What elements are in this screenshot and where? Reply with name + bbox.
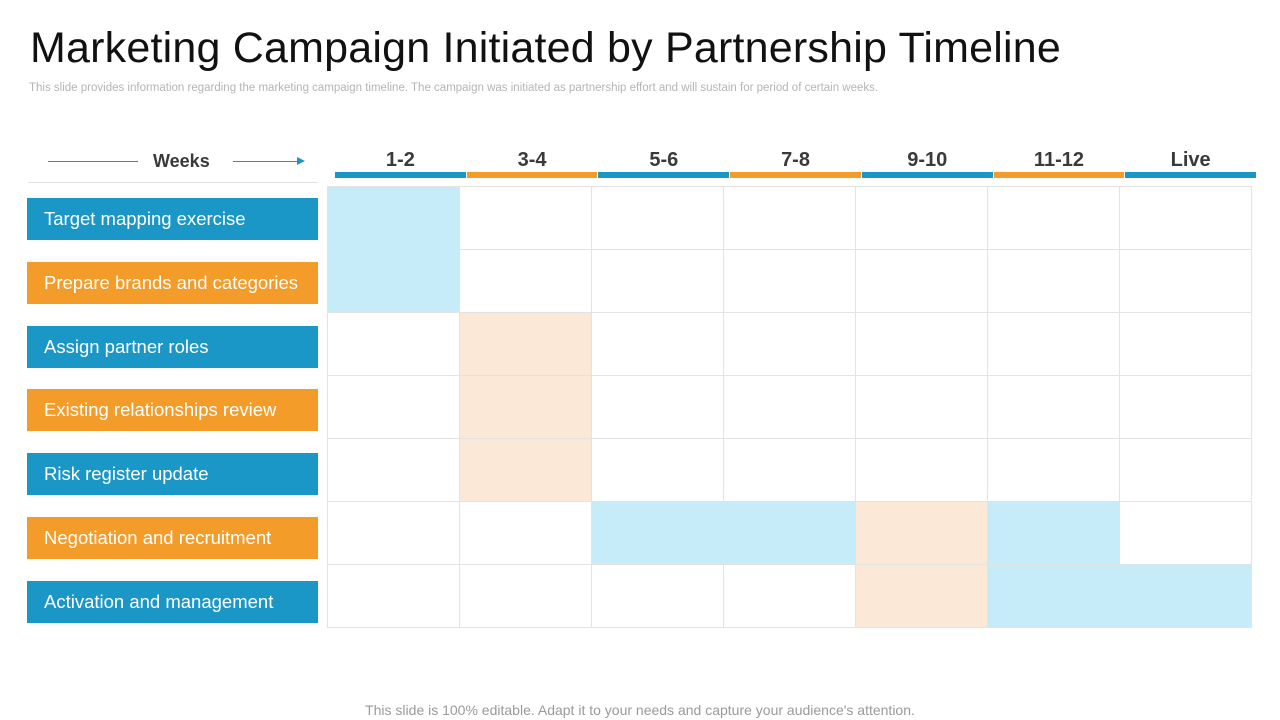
column-header: 9-10 xyxy=(861,148,993,178)
column-header-bar xyxy=(335,172,466,178)
timeline-cell xyxy=(855,438,988,502)
timeline-cell xyxy=(987,186,1120,250)
timeline-cell xyxy=(459,501,592,565)
timeline-cell-active xyxy=(327,249,460,313)
task-label: Assign partner roles xyxy=(27,326,318,368)
timeline-cell xyxy=(591,438,724,502)
timeline-cell-active xyxy=(327,186,460,250)
timeline-cell xyxy=(855,312,988,376)
timeline-cell xyxy=(987,375,1120,439)
timeline-cell-active xyxy=(855,564,988,628)
timeline-cell xyxy=(987,438,1120,502)
timeline-cell xyxy=(987,312,1120,376)
timeline-cell xyxy=(1119,249,1252,313)
timeline-cell xyxy=(591,564,724,628)
column-header: 1-2 xyxy=(335,148,466,178)
task-label: Negotiation and recruitment xyxy=(27,517,318,559)
column-header: 11-12 xyxy=(993,148,1125,178)
column-header-bar xyxy=(598,172,730,178)
column-header: 5-6 xyxy=(598,148,730,178)
column-header-label: 1-2 xyxy=(385,149,415,171)
timeline-cell xyxy=(723,438,856,502)
timeline-column-headers: 1-2 3-4 5-6 7-8 9-10 11-12 Live xyxy=(335,148,1257,178)
column-header-label: 3-4 xyxy=(517,149,547,171)
page-subtitle: This slide provides information regardin… xyxy=(29,82,879,94)
timeline-cell xyxy=(723,249,856,313)
column-header-label: 11-12 xyxy=(1033,149,1084,171)
timeline-row xyxy=(327,438,1252,502)
task-label: Existing relationships review xyxy=(27,389,318,431)
column-header-label: 7-8 xyxy=(781,149,810,171)
timeline-cell-active xyxy=(723,501,856,565)
timeline-cell-active xyxy=(855,501,988,565)
timeline-cell xyxy=(987,249,1120,313)
timeline-cell-active xyxy=(459,375,592,439)
timeline-cell xyxy=(1119,312,1252,376)
arrow-right-icon xyxy=(297,157,305,165)
timeline-cell-active xyxy=(591,501,724,565)
column-header: Live xyxy=(1125,148,1257,178)
timeline-cell xyxy=(723,312,856,376)
timeline-cell xyxy=(855,249,988,313)
weeks-label: Weeks xyxy=(153,151,210,171)
timeline-row xyxy=(327,375,1252,439)
column-header-bar xyxy=(993,172,1125,178)
timeline-cell xyxy=(591,375,724,439)
column-header-bar xyxy=(466,172,598,178)
task-label: Risk register update xyxy=(27,453,318,495)
timeline-cell-active xyxy=(987,501,1120,565)
timeline-row xyxy=(327,501,1252,565)
page-title: Marketing Campaign Initiated by Partners… xyxy=(30,24,1061,72)
task-label: Target mapping exercise xyxy=(27,198,318,240)
column-header-bar xyxy=(1125,172,1257,178)
column-header-bar xyxy=(730,172,861,178)
timeline-cell xyxy=(723,186,856,250)
timeline-row xyxy=(327,312,1252,376)
column-header-label: 5-6 xyxy=(649,149,679,171)
timeline-cell-active xyxy=(459,438,592,502)
timeline-cell xyxy=(327,312,460,376)
column-header-bar xyxy=(861,172,993,178)
timeline-cell xyxy=(855,375,988,439)
column-header: 7-8 xyxy=(730,148,861,178)
timeline-cell xyxy=(459,249,592,313)
weeks-line-right xyxy=(233,161,299,162)
weeks-header: Weeks xyxy=(28,142,318,183)
task-label: Prepare brands and categories xyxy=(27,262,318,304)
timeline-cell xyxy=(855,186,988,250)
timeline-cell xyxy=(459,186,592,250)
column-header-label: Live xyxy=(1170,149,1211,171)
column-header-label: 9-10 xyxy=(907,149,948,171)
timeline-cell xyxy=(1119,186,1252,250)
timeline-cell xyxy=(723,564,856,628)
column-header: 3-4 xyxy=(466,148,598,178)
timeline-cell xyxy=(591,249,724,313)
timeline-cell-active xyxy=(1119,564,1252,628)
timeline-cell-active xyxy=(987,564,1120,628)
timeline-cell xyxy=(591,186,724,250)
footer-note: This slide is 100% editable. Adapt it to… xyxy=(365,702,915,718)
timeline-cell-active xyxy=(459,312,592,376)
task-label: Activation and management xyxy=(27,581,318,623)
timeline-cell xyxy=(1119,375,1252,439)
weeks-line-left xyxy=(48,161,138,162)
timeline-cell xyxy=(459,564,592,628)
timeline-cell xyxy=(327,438,460,502)
timeline-cell xyxy=(327,501,460,565)
timeline-row xyxy=(327,564,1252,628)
timeline-grid xyxy=(327,186,1252,628)
timeline-row xyxy=(327,186,1252,250)
timeline-cell xyxy=(1119,501,1252,565)
timeline-cell xyxy=(327,564,460,628)
timeline-cell xyxy=(1119,438,1252,502)
timeline-cell xyxy=(591,312,724,376)
timeline-row xyxy=(327,249,1252,313)
timeline-cell xyxy=(327,375,460,439)
timeline-cell xyxy=(723,375,856,439)
